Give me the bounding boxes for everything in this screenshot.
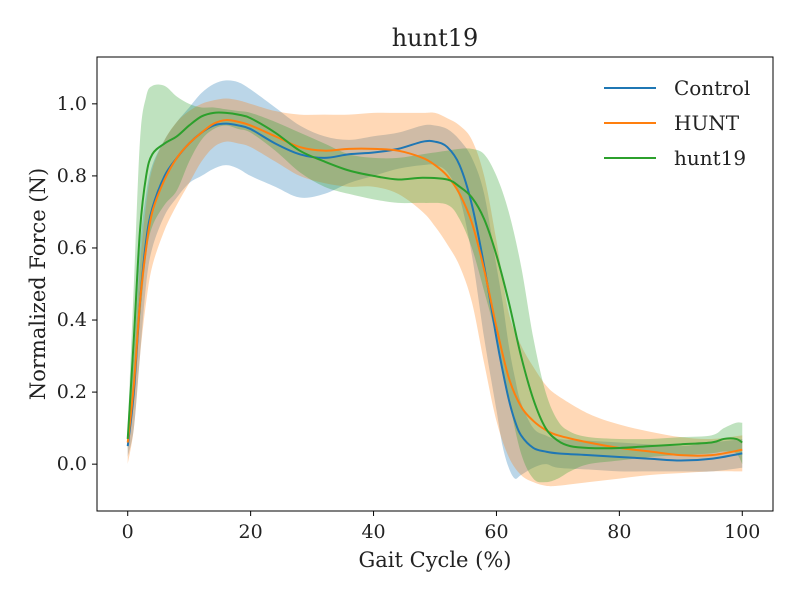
x-tick-label: 0 xyxy=(122,521,134,543)
chart-title: hunt19 xyxy=(392,24,479,52)
line-hunt xyxy=(126,119,743,457)
y-tick-label: 0.0 xyxy=(57,453,87,475)
x-tick-label: 80 xyxy=(607,521,631,543)
band-control xyxy=(127,80,743,479)
x-axis-ticks: 0 20 40 60 80 100 xyxy=(122,511,760,543)
y-axis-ticks: 0.0 0.2 0.4 0.6 0.8 1.0 xyxy=(57,93,97,475)
band-hunt xyxy=(127,98,743,487)
series-lines xyxy=(126,111,743,462)
legend: Control HUNT hunt19 xyxy=(604,76,750,170)
x-tick-label: 60 xyxy=(484,521,508,543)
x-tick-label: 100 xyxy=(724,521,760,543)
y-axis-label: Normalized Force (N) xyxy=(26,168,50,400)
x-tick-label: 40 xyxy=(361,521,385,543)
y-tick-label: 0.6 xyxy=(57,237,87,259)
line-hunt19 xyxy=(126,111,743,450)
y-tick-label: 1.0 xyxy=(57,93,87,115)
x-tick-label: 20 xyxy=(239,521,263,543)
y-tick-label: 0.2 xyxy=(57,381,87,403)
y-tick-label: 0.8 xyxy=(57,165,87,187)
x-axis-label: Gait Cycle (%) xyxy=(359,548,512,572)
legend-label: hunt19 xyxy=(674,146,746,170)
y-tick-label: 0.4 xyxy=(57,309,87,331)
legend-label: HUNT xyxy=(674,111,740,135)
plot-frame xyxy=(96,56,774,512)
legend-label: Control xyxy=(674,76,750,100)
